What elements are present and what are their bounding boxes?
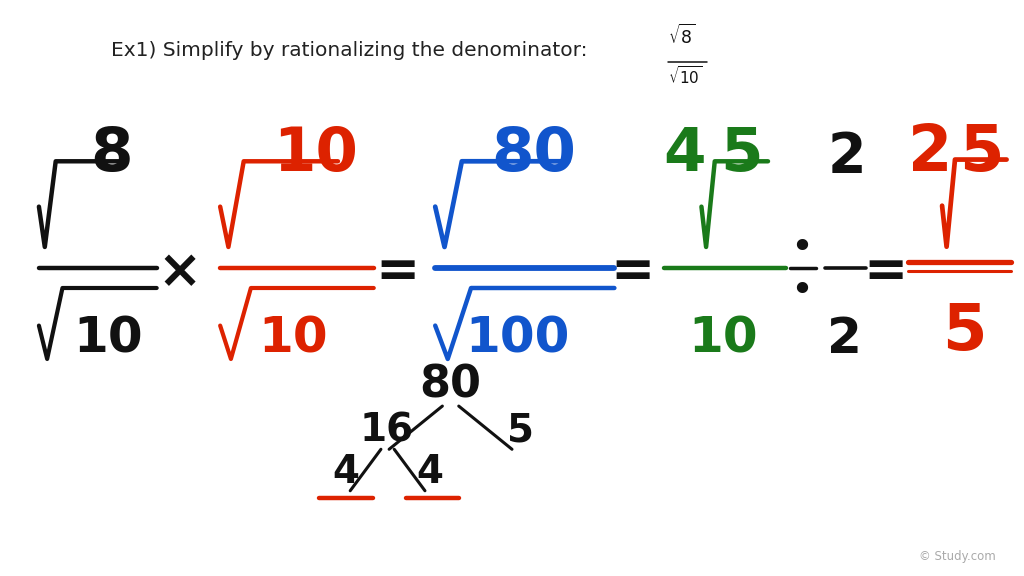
Text: 2: 2	[908, 122, 952, 184]
Text: 2: 2	[827, 130, 866, 184]
Text: 4: 4	[664, 126, 707, 184]
Text: •: •	[791, 229, 813, 267]
Text: 5: 5	[942, 301, 986, 363]
Text: 10: 10	[74, 315, 143, 363]
Text: 80: 80	[492, 126, 577, 184]
Text: 10: 10	[273, 126, 358, 184]
Text: ×: ×	[157, 246, 202, 298]
Text: =: =	[610, 246, 655, 298]
Text: 100: 100	[465, 315, 569, 363]
Text: © Study.com: © Study.com	[919, 550, 995, 563]
Text: 10: 10	[258, 315, 328, 363]
Text: 8: 8	[90, 126, 133, 184]
Text: $\sqrt{10}$: $\sqrt{10}$	[668, 65, 702, 86]
Text: 5: 5	[720, 126, 763, 184]
Text: =: =	[863, 246, 908, 298]
Text: 80: 80	[420, 363, 481, 406]
Text: 10: 10	[688, 315, 758, 363]
Text: Ex1) Simplify by rationalizing the denominator:: Ex1) Simplify by rationalizing the denom…	[111, 41, 587, 60]
Text: •: •	[791, 272, 813, 310]
Text: 4: 4	[417, 453, 443, 491]
Text: 5: 5	[507, 411, 534, 449]
Text: =: =	[375, 246, 420, 298]
Text: $\sqrt{8}$: $\sqrt{8}$	[668, 24, 695, 48]
Text: 4: 4	[333, 453, 359, 491]
Text: 2: 2	[827, 315, 862, 363]
Text: 5: 5	[959, 122, 1004, 184]
Text: 16: 16	[360, 411, 414, 449]
